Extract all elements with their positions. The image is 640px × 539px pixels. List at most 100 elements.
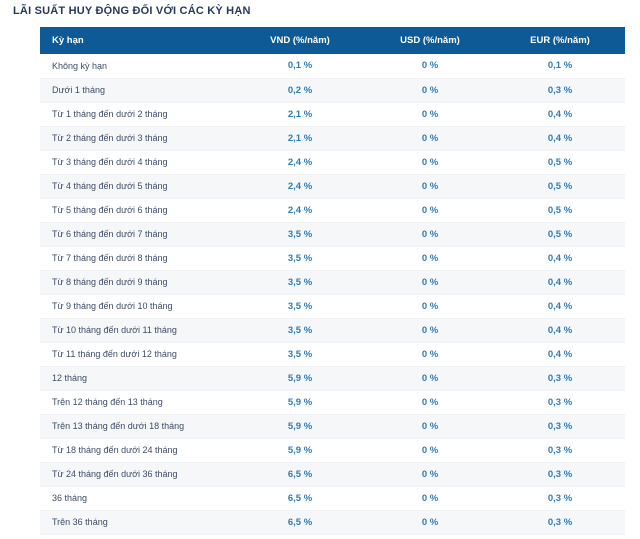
usd-cell: 0 %: [365, 486, 495, 511]
column-header-term: Kỳ hạn: [40, 27, 235, 54]
vnd-cell: 2,4 %: [235, 174, 365, 199]
term-cell: 36 tháng: [40, 486, 235, 511]
vnd-cell: 3,5 %: [235, 246, 365, 271]
table-row: Từ 18 tháng đến dưới 24 tháng 5,9 % 0 % 0,3…: [40, 438, 625, 463]
vnd-cell: 3,5 %: [235, 294, 365, 319]
table-row: Trên 12 tháng đến 13 tháng 5,9 % 0 % 0,3 %: [40, 390, 625, 415]
term-cell: Từ 24 tháng đến dưới 36 tháng: [40, 462, 235, 487]
table-row: Trên 13 tháng đến dưới 18 tháng 5,9 % 0 % 0…: [40, 414, 625, 439]
usd-cell: 0 %: [365, 318, 495, 343]
header-row: Kỳ hạn VND (%/năm) USD (%/năm) EUR (%/nă…: [40, 27, 625, 54]
eur-cell: 0,5 %: [495, 222, 625, 247]
usd-cell: 0 %: [365, 198, 495, 223]
table-row: Dưới 1 tháng 0,2 % 0 % 0,3 %: [40, 78, 625, 103]
usd-cell: 0 %: [365, 294, 495, 319]
vnd-cell: 0,2 %: [235, 78, 365, 103]
usd-cell: 0 %: [365, 390, 495, 415]
page-title: LÃI SUẤT HUY ĐỘNG ĐỐI VỚI CÁC KỲ HẠN: [13, 5, 251, 17]
term-cell: Từ 10 tháng đến dưới 11 tháng: [40, 318, 235, 343]
vnd-cell: 3,5 %: [235, 270, 365, 295]
vnd-cell: 6,5 %: [235, 486, 365, 511]
term-cell: Từ 3 tháng đến dưới 4 tháng: [40, 150, 235, 175]
usd-cell: 0 %: [365, 270, 495, 295]
table-row: Từ 24 tháng đến dưới 36 tháng 6,5 % 0 % 0,3…: [40, 462, 625, 487]
usd-cell: 0 %: [365, 510, 495, 535]
table-row: 36 tháng 6,5 % 0 % 0,3 %: [40, 486, 625, 511]
table-row: 12 tháng 5,9 % 0 % 0,3 %: [40, 366, 625, 391]
term-cell: Từ 7 tháng đến dưới 8 tháng: [40, 246, 235, 271]
eur-cell: 0,5 %: [495, 198, 625, 223]
term-cell: Từ 9 tháng đến dưới 10 tháng: [40, 294, 235, 319]
vnd-cell: 2,4 %: [235, 198, 365, 223]
eur-cell: 0,4 %: [495, 318, 625, 343]
table-row: Từ 3 tháng đến dưới 4 tháng 2,4 % 0 % 0,5 %: [40, 150, 625, 175]
eur-cell: 0,3 %: [495, 486, 625, 511]
eur-cell: 0,1 %: [495, 54, 625, 79]
rates-table: Kỳ hạn VND (%/năm) USD (%/năm) EUR (%/nă…: [40, 27, 625, 535]
table-row: Từ 2 tháng đến dưới 3 tháng 2,1 % 0 % 0,4 %: [40, 126, 625, 151]
eur-cell: 0,3 %: [495, 414, 625, 439]
term-cell: Trên 12 tháng đến 13 tháng: [40, 390, 235, 415]
vnd-cell: 5,9 %: [235, 390, 365, 415]
eur-cell: 0,3 %: [495, 390, 625, 415]
term-cell: Dưới 1 tháng: [40, 78, 235, 103]
usd-cell: 0 %: [365, 54, 495, 79]
term-cell: Không kỳ hạn: [40, 54, 235, 79]
column-header-vnd: VND (%/năm): [235, 27, 365, 54]
usd-cell: 0 %: [365, 150, 495, 175]
term-cell: 12 tháng: [40, 366, 235, 391]
eur-cell: 0,4 %: [495, 246, 625, 271]
eur-cell: 0,4 %: [495, 102, 625, 127]
vnd-cell: 3,5 %: [235, 318, 365, 343]
eur-cell: 0,4 %: [495, 126, 625, 151]
eur-cell: 0,5 %: [495, 174, 625, 199]
usd-cell: 0 %: [365, 342, 495, 367]
eur-cell: 0,3 %: [495, 510, 625, 535]
rates-table-header: Kỳ hạn VND (%/năm) USD (%/năm) EUR (%/nă…: [40, 27, 625, 54]
usd-cell: 0 %: [365, 246, 495, 271]
vnd-cell: 5,9 %: [235, 414, 365, 439]
vnd-cell: 2,1 %: [235, 126, 365, 151]
column-header-usd: USD (%/năm): [365, 27, 495, 54]
eur-cell: 0,3 %: [495, 438, 625, 463]
table-row: Từ 6 tháng đến dưới 7 tháng 3,5 % 0 % 0,5 %: [40, 222, 625, 247]
vnd-cell: 6,5 %: [235, 510, 365, 535]
usd-cell: 0 %: [365, 222, 495, 247]
eur-cell: 0,4 %: [495, 270, 625, 295]
term-cell: Từ 8 tháng đến dưới 9 tháng: [40, 270, 235, 295]
table-row: Không kỳ hạn 0,1 % 0 % 0,1 %: [40, 54, 625, 79]
usd-cell: 0 %: [365, 366, 495, 391]
term-cell: Từ 18 tháng đến dưới 24 tháng: [40, 438, 235, 463]
table-row: Từ 8 tháng đến dưới 9 tháng 3,5 % 0 % 0,4 %: [40, 270, 625, 295]
usd-cell: 0 %: [365, 174, 495, 199]
eur-cell: 0,3 %: [495, 366, 625, 391]
rates-tbody: Không kỳ hạn 0,1 % 0 % 0,1 % Dưới 1 tháng 0,2…: [40, 54, 625, 535]
vnd-cell: 3,5 %: [235, 222, 365, 247]
table-row: Từ 4 tháng đến dưới 5 tháng 2,4 % 0 % 0,5 %: [40, 174, 625, 199]
term-cell: Từ 11 tháng đến dưới 12 tháng: [40, 342, 235, 367]
table-row: Từ 1 tháng đến dưới 2 tháng 2,1 % 0 % 0,4 %: [40, 102, 625, 127]
table-row: Từ 10 tháng đến dưới 11 tháng 3,5 % 0 % 0,4…: [40, 318, 625, 343]
table-row: Từ 11 tháng đến dưới 12 tháng 3,5 % 0 % 0,4…: [40, 342, 625, 367]
eur-cell: 0,3 %: [495, 78, 625, 103]
usd-cell: 0 %: [365, 438, 495, 463]
term-cell: Từ 6 tháng đến dưới 7 tháng: [40, 222, 235, 247]
term-cell: Từ 5 tháng đến dưới 6 tháng: [40, 198, 235, 223]
usd-cell: 0 %: [365, 78, 495, 103]
term-cell: Trên 13 tháng đến dưới 18 tháng: [40, 414, 235, 439]
table-row: Trên 36 tháng 6,5 % 0 % 0,3 %: [40, 510, 625, 535]
table-row: Từ 7 tháng đến dưới 8 tháng 3,5 % 0 % 0,4 %: [40, 246, 625, 271]
term-cell: Từ 2 tháng đến dưới 3 tháng: [40, 126, 235, 151]
vnd-cell: 0,1 %: [235, 54, 365, 79]
usd-cell: 0 %: [365, 102, 495, 127]
table-row: Từ 9 tháng đến dưới 10 tháng 3,5 % 0 % 0,4 …: [40, 294, 625, 319]
usd-cell: 0 %: [365, 462, 495, 487]
column-header-eur: EUR (%/năm): [495, 27, 625, 54]
table-row: Từ 5 tháng đến dưới 6 tháng 2,4 % 0 % 0,5 %: [40, 198, 625, 223]
vnd-cell: 2,4 %: [235, 150, 365, 175]
term-cell: Từ 4 tháng đến dưới 5 tháng: [40, 174, 235, 199]
usd-cell: 0 %: [365, 414, 495, 439]
eur-cell: 0,4 %: [495, 342, 625, 367]
usd-cell: 0 %: [365, 126, 495, 151]
